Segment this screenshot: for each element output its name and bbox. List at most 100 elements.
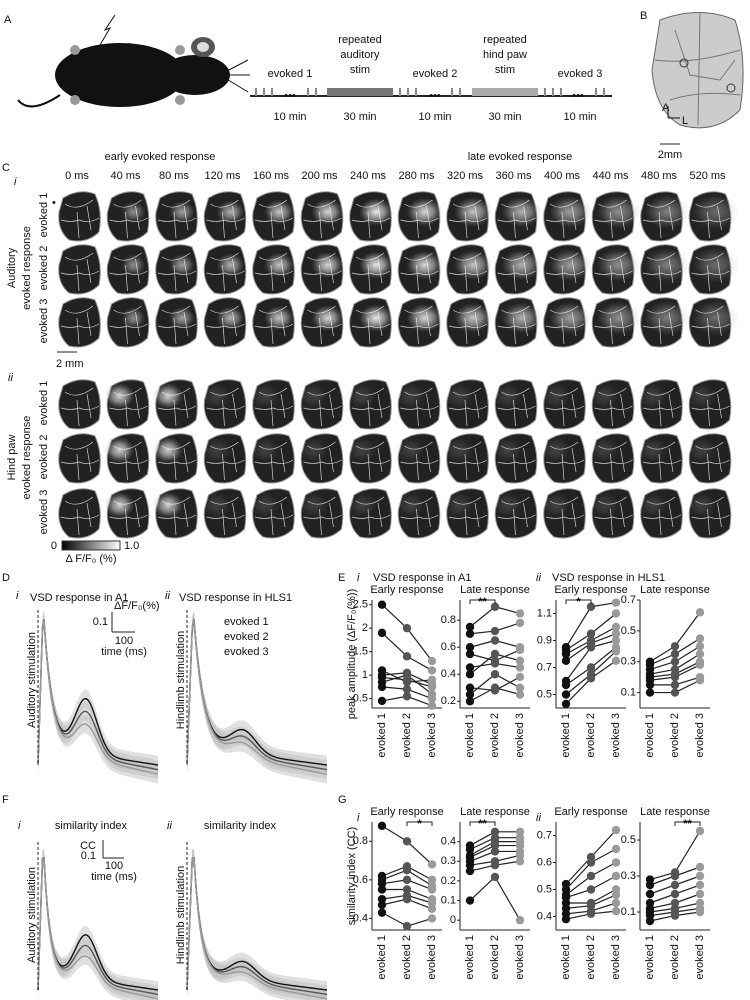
data-point bbox=[670, 642, 680, 651]
brain-image bbox=[106, 244, 150, 295]
region-lines bbox=[691, 199, 730, 239]
data-point bbox=[427, 860, 437, 869]
activation bbox=[444, 437, 474, 463]
activation bbox=[201, 492, 232, 518]
pair-line bbox=[674, 884, 701, 895]
data-point bbox=[490, 649, 500, 659]
activation bbox=[359, 198, 393, 226]
pair-line bbox=[674, 638, 701, 655]
plot-title: Early response bbox=[370, 584, 443, 596]
y-tick-label: 0.1 bbox=[441, 894, 456, 906]
activation bbox=[541, 437, 571, 463]
data-point bbox=[695, 871, 705, 881]
x-tick-label: evoked 1 bbox=[464, 713, 476, 758]
activation bbox=[264, 199, 294, 225]
trace-band bbox=[187, 849, 327, 1000]
brain-image bbox=[686, 379, 732, 430]
pair-line bbox=[469, 850, 496, 862]
trace bbox=[37, 857, 159, 1000]
x-tick-label: evoked 3 bbox=[426, 713, 438, 758]
sub-label: i bbox=[357, 812, 360, 824]
y-tick-label: 0.4 bbox=[441, 836, 456, 848]
activation bbox=[347, 383, 377, 409]
region-lines bbox=[351, 252, 391, 292]
data-point bbox=[427, 694, 437, 703]
y-tick-label: 0.5 bbox=[353, 693, 368, 705]
region-lines bbox=[109, 441, 148, 481]
stim-label: Hindlimb stimulation bbox=[175, 866, 187, 964]
pair-line bbox=[406, 674, 433, 695]
activation bbox=[264, 305, 294, 331]
brain-image bbox=[541, 488, 586, 539]
data-point bbox=[645, 688, 655, 697]
panel-label: B bbox=[640, 10, 647, 22]
brain-image bbox=[397, 244, 443, 295]
trace-band bbox=[38, 610, 158, 784]
time-label: 520 ms bbox=[689, 170, 726, 182]
activation bbox=[596, 195, 641, 229]
pair-line bbox=[565, 862, 592, 890]
activation bbox=[549, 302, 591, 334]
brain-image bbox=[591, 191, 641, 242]
brain-image bbox=[298, 379, 344, 430]
sig-bracket bbox=[469, 599, 496, 604]
data-point bbox=[611, 844, 621, 854]
data-point bbox=[586, 663, 596, 672]
plot-title: similarity index bbox=[55, 820, 128, 832]
y-tick-label: 0.5 bbox=[621, 834, 636, 846]
data-point bbox=[402, 652, 412, 661]
activation bbox=[104, 437, 135, 463]
data-point bbox=[490, 626, 500, 636]
y-tick-label: 0.4 bbox=[441, 668, 456, 680]
x-tick-label: evoked 2 bbox=[489, 713, 501, 758]
data-point bbox=[611, 825, 621, 835]
plot-title: VSD response in A1 bbox=[30, 592, 128, 604]
activation bbox=[201, 383, 232, 409]
activation bbox=[541, 383, 571, 409]
x-tick-label: evoked 3 bbox=[514, 713, 526, 758]
group-label: evoked response bbox=[21, 416, 33, 500]
activation bbox=[691, 300, 740, 336]
duration-label: 10 min bbox=[418, 111, 451, 123]
panel-label: D bbox=[2, 572, 10, 584]
activation bbox=[298, 437, 329, 463]
pair-line bbox=[590, 602, 617, 608]
legend-entry: evoked 1 bbox=[224, 616, 269, 628]
pair-line bbox=[381, 912, 408, 927]
region-lines bbox=[642, 441, 682, 481]
legend-entry: evoked 3 bbox=[224, 646, 269, 658]
data-point bbox=[670, 680, 680, 690]
brain-image bbox=[640, 244, 690, 295]
activation bbox=[216, 200, 245, 224]
activation bbox=[169, 306, 195, 330]
activation bbox=[638, 437, 668, 463]
pair-line bbox=[565, 642, 592, 662]
region-lines bbox=[60, 199, 100, 239]
region-lines bbox=[254, 441, 294, 481]
segment-label: evoked 2 bbox=[413, 68, 458, 80]
group-label: evoked response bbox=[21, 226, 33, 310]
pair-line bbox=[565, 875, 592, 896]
region-lines bbox=[497, 441, 536, 481]
data-point bbox=[561, 680, 571, 690]
x-tick-label: evoked 1 bbox=[376, 935, 388, 980]
pair-line bbox=[590, 875, 617, 891]
region-lines bbox=[351, 305, 391, 345]
dots: ••• bbox=[284, 90, 296, 102]
panel-label: C bbox=[2, 162, 10, 174]
brain-image bbox=[347, 433, 392, 484]
x-tick-label: evoked 1 bbox=[560, 713, 572, 758]
sub-label: i bbox=[14, 176, 17, 188]
data-point bbox=[377, 696, 387, 706]
scale-label: CC bbox=[80, 840, 96, 852]
data-point bbox=[377, 600, 387, 609]
pair-line bbox=[565, 646, 592, 682]
data-point bbox=[490, 847, 500, 856]
pair-line bbox=[494, 622, 521, 632]
x-tick-label: evoked 2 bbox=[585, 713, 597, 758]
region-lines bbox=[206, 199, 245, 239]
data-point bbox=[695, 642, 705, 651]
pair-line bbox=[469, 662, 496, 669]
pair-line bbox=[406, 894, 433, 904]
x-tick-label: evoked 3 bbox=[514, 935, 526, 980]
